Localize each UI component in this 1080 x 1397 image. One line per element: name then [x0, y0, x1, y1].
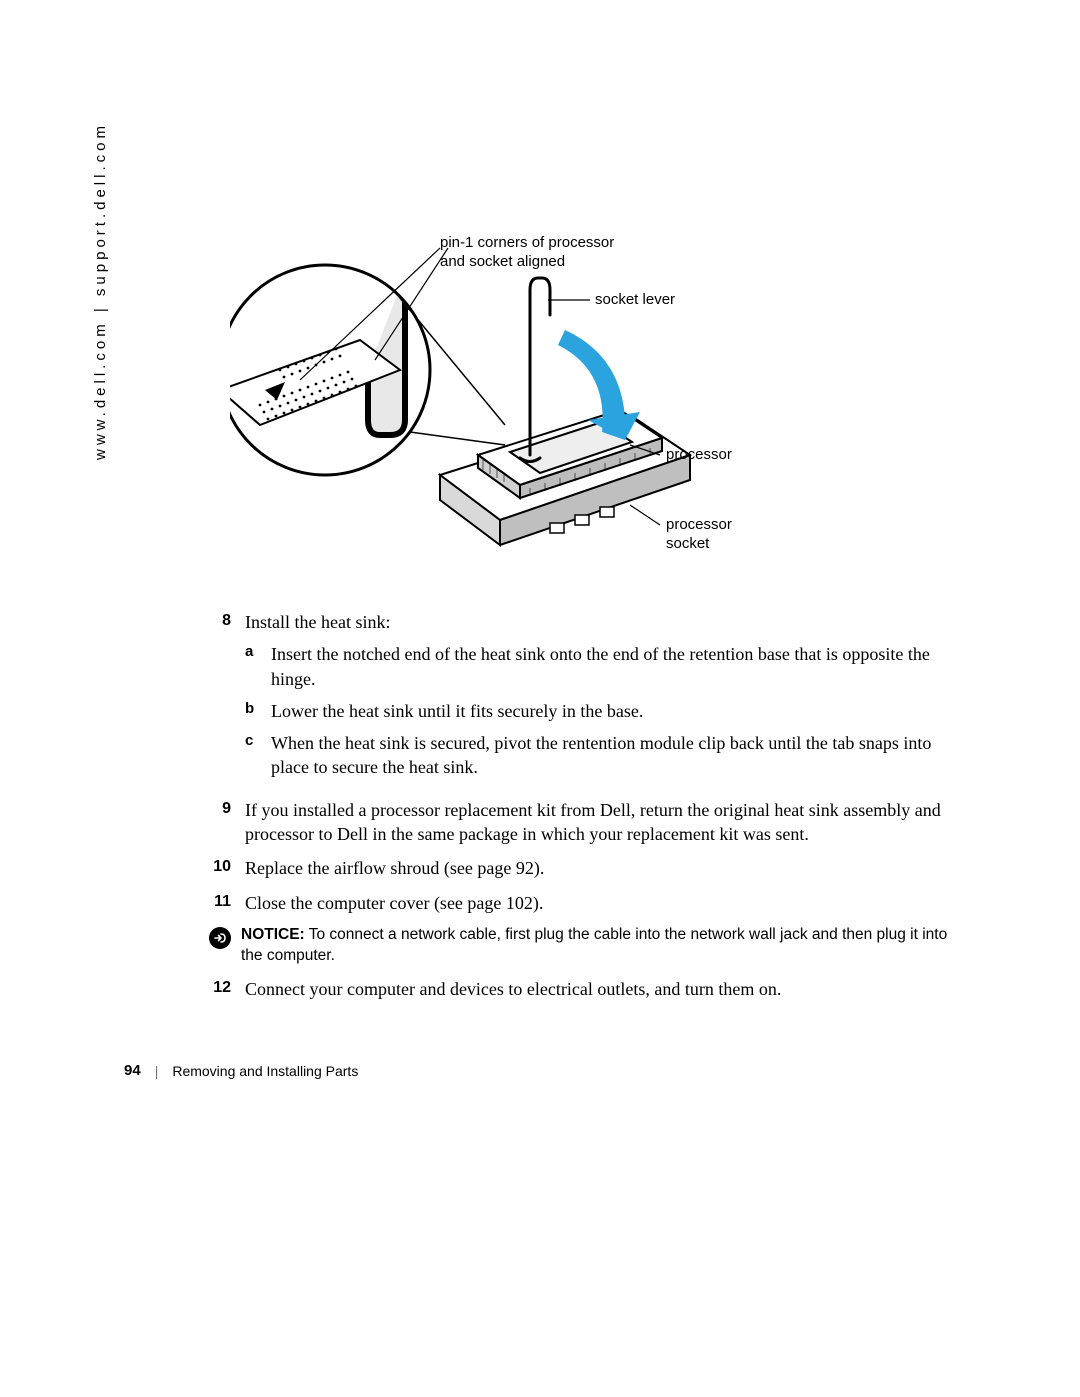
notice-icon	[209, 927, 231, 949]
step-number: 9	[195, 798, 231, 847]
substep-text: When the heat sink is secured, pivot the…	[271, 731, 965, 780]
footer-page-number: 94	[124, 1062, 141, 1079]
label-processor: processor	[666, 446, 732, 465]
step-number: 11	[195, 891, 231, 915]
step-8: 8 Install the heat sink: a Insert the no…	[195, 610, 965, 788]
step-text: Replace the airflow shroud (see page 92)…	[231, 856, 965, 880]
step-number: 8	[195, 610, 231, 788]
substep-letter: b	[245, 699, 271, 723]
footer-separator: |	[155, 1063, 159, 1079]
substep-b: b Lower the heat sink until it fits secu…	[245, 699, 965, 723]
page-footer: 94 | Removing and Installing Parts	[124, 1062, 358, 1079]
step-11: 11 Close the computer cover (see page 10…	[195, 891, 965, 915]
step-text: Install the heat sink:	[245, 612, 390, 632]
notice-body: To connect a network cable, first plug t…	[241, 926, 947, 964]
step-12: 12 Connect your computer and devices to …	[195, 977, 965, 1001]
notice-block: NOTICE: To connect a network cable, firs…	[209, 925, 965, 967]
substep-letter: c	[245, 731, 271, 780]
step-number: 12	[195, 977, 231, 1001]
step-text: If you installed a processor replacement…	[231, 798, 965, 847]
label-lever: socket lever	[595, 291, 675, 310]
label-pin1: pin-1 corners of processor and socket al…	[440, 234, 640, 272]
step-9: 9 If you installed a processor replaceme…	[195, 798, 965, 847]
step-number: 10	[195, 856, 231, 880]
substep-c: c When the heat sink is secured, pivot t…	[245, 731, 965, 780]
footer-section-title: Removing and Installing Parts	[172, 1063, 358, 1079]
label-socket: processor socket	[666, 516, 756, 554]
step-text: Connect your computer and devices to ele…	[231, 977, 965, 1001]
step-text: Close the computer cover (see page 102).	[231, 891, 965, 915]
content-body: 8 Install the heat sink: a Insert the no…	[195, 610, 965, 1011]
processor-diagram: pin-1 corners of processor and socket al…	[230, 220, 930, 580]
page: www.dell.com | support.dell.com	[0, 0, 1080, 1397]
step-10: 10 Replace the airflow shroud (see page …	[195, 856, 965, 880]
substep-letter: a	[245, 642, 271, 691]
substep-a: a Insert the notched end of the heat sin…	[245, 642, 965, 691]
notice-label: NOTICE:	[241, 926, 305, 943]
substep-text: Insert the notched end of the heat sink …	[271, 642, 965, 691]
substep-text: Lower the heat sink until it fits secure…	[271, 699, 965, 723]
sidebar-url: www.dell.com | support.dell.com	[92, 122, 109, 460]
notice-text: NOTICE: To connect a network cable, firs…	[231, 925, 965, 967]
